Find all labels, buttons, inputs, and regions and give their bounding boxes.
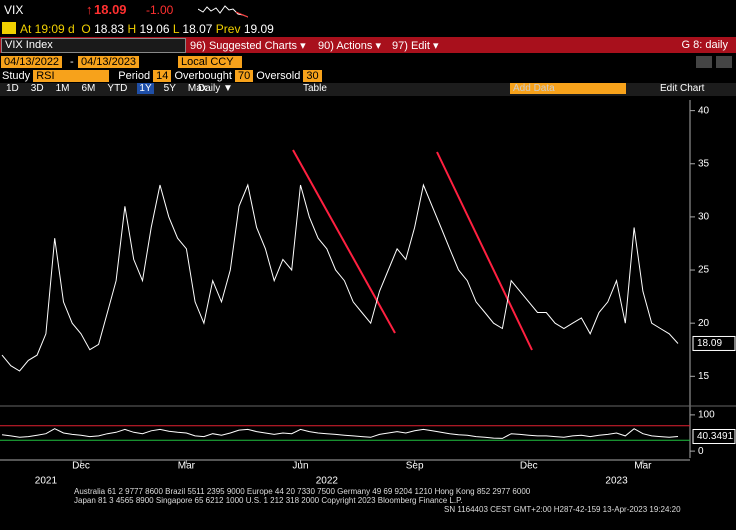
last-value-label: 18.09 [697,338,722,349]
trend-line [292,149,396,334]
period-buttons: 1D 3D 1M 6M YTD 1Y 5Y Max [4,83,217,94]
arrow: ↑ [86,2,93,17]
last-value-box [692,428,736,444]
time: At 19:09 d [20,22,75,36]
x-tick-label: Mar [634,461,652,472]
ticker: VIX [4,3,24,17]
period-button[interactable]: 3D [30,83,44,94]
y-tick-label: 25 [698,265,710,276]
add-data[interactable]: Add Data [510,83,626,94]
quote-line: At 19:09 d O 18.83 H 19.06 L 18.07 Prev … [20,22,274,36]
footer: Australia 61 2 9777 8600 Brazil 5511 239… [74,487,681,514]
period-button[interactable]: 5Y [163,83,176,94]
table-button[interactable]: Table [303,83,327,94]
oversold-label: Oversold [256,70,301,82]
low: 18.07 [182,22,213,36]
study-line: Study RSI Period 14 Overbought 70 Overso… [2,70,322,82]
period[interactable]: 14 [153,70,172,82]
high-label: H [127,22,137,36]
y-tick-label: 35 [698,158,710,169]
change: -1.00 [146,3,174,17]
y-tick-label: 15 [698,371,710,382]
price-line [1,428,679,439]
x-tick-label: Mar [178,461,196,472]
x-tick-label: Sep [406,461,424,472]
study-label: Study [2,70,31,82]
oversold[interactable]: 30 [303,70,322,82]
menu[interactable]: 96) Suggested Charts ▾ [190,40,306,52]
menu[interactable]: 90) Actions ▾ [318,40,381,52]
toolbar: VIX Index 96) Suggested Charts ▾ 90) Act… [0,37,736,53]
prev: 19.09 [243,22,274,36]
x-tick-label: Dec [72,461,90,472]
price-line [1,183,679,372]
open: 18.83 [94,22,125,36]
y-tick-label: 100 [698,410,715,421]
edit-chart[interactable]: Edit Chart [660,83,705,94]
period-button[interactable]: 1D [6,83,19,94]
overbought[interactable]: 70 [234,70,254,82]
end-date[interactable]: 04/13/2023 [78,56,140,68]
study-name[interactable]: RSI [33,70,110,82]
last-price: 18.09 [94,2,127,17]
period-bar: 1D 3D 1M 6M YTD 1Y 5Y Max Daily ▼ Table Add Dat… [0,83,736,96]
security-input[interactable]: VIX Index [1,38,186,53]
start-date[interactable]: 04/13/2022 [1,56,63,68]
period-button[interactable]: 1M [55,83,70,94]
x-tick-label: Dec [520,461,538,472]
overbought-label: Overbought [174,70,232,82]
period-button[interactable]: YTD [107,83,128,94]
high: 19.06 [139,22,170,36]
year-label: 2021 [35,476,58,487]
trend-line [436,151,533,351]
footer-line: Australia 61 2 9777 8600 Brazil 5511 239… [74,487,531,496]
last-value-label: 40.3491 [697,431,734,442]
year-label: 2023 [605,476,628,487]
year-label: 2022 [316,476,339,487]
low-label: L [172,22,180,36]
x-tick-label: Jun [292,461,308,472]
period-button[interactable]: 1Y [137,83,154,94]
sparkline [198,5,248,18]
open-label: O [81,22,91,36]
currency[interactable]: Local CCY [178,56,242,68]
chart: 15 20 25 30 35 40 18.09 Dec Mar Jun Sep Dec Mar 2021 2… [0,100,736,487]
y-tick-label: 40 [698,105,710,116]
menu[interactable]: 97) Edit ▾ [392,40,439,52]
separator: - [70,56,74,68]
y-tick-label: 20 [698,318,710,329]
y-tick-label: 30 [698,212,710,223]
period-button[interactable]: 6M [81,83,96,94]
period-label: Period [118,70,151,82]
prev-label: Prev [215,22,241,36]
page-label: G 8: daily [681,39,728,51]
icon[interactable] [2,22,16,34]
footer-line: Japan 81 3 4565 8900 Singapore 65 6212 1… [74,496,463,505]
period-button[interactable]: Max [187,83,207,94]
last-value-box [692,335,736,351]
footer-line: SN 1164403 CEST GMT+2:00 H287-42-159 13-… [444,505,681,514]
back-button[interactable] [696,56,712,68]
frequency[interactable]: Daily ▼ [198,83,233,94]
y-tick-label: 0 [698,446,704,457]
forward-button[interactable] [716,56,732,68]
